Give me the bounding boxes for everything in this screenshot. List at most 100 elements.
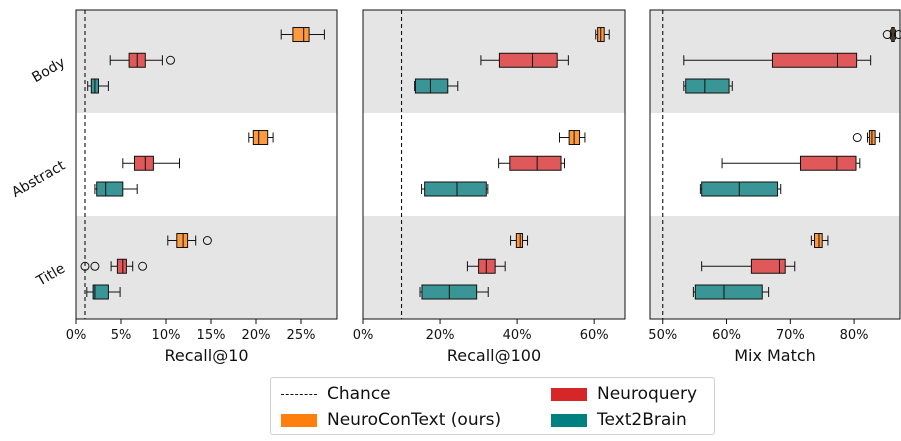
legend-swatch-chance bbox=[281, 393, 317, 395]
box-neurocontext-title bbox=[510, 233, 529, 249]
box-neurocontext-abstract bbox=[248, 130, 274, 146]
y-tick-label: Abstract bbox=[9, 157, 68, 200]
category-band bbox=[363, 113, 625, 216]
iqr-box bbox=[414, 78, 449, 94]
x-tick-label: 80% bbox=[840, 328, 869, 343]
iqr-box bbox=[252, 130, 269, 146]
box-neurocontext-body bbox=[882, 27, 901, 43]
box-neuroquery-abstract bbox=[498, 155, 566, 171]
category-band bbox=[76, 216, 337, 319]
x-tick-label: 40% bbox=[503, 328, 532, 343]
iqr-box bbox=[750, 258, 786, 274]
category-band bbox=[76, 113, 337, 216]
outlier-point bbox=[166, 55, 175, 65]
iqr-box bbox=[134, 155, 154, 171]
iqr-box bbox=[800, 155, 857, 171]
box-text2brain-title bbox=[692, 284, 770, 300]
panel-frame bbox=[362, 9, 626, 320]
x-axis-label: Mix Match bbox=[734, 346, 816, 365]
box-neurocontext-title bbox=[810, 233, 829, 249]
x-tick-label: 0% bbox=[353, 328, 374, 343]
legend-item-chance: Chance bbox=[281, 384, 391, 404]
panel-frame bbox=[649, 9, 901, 320]
legend-item-neurocontext: NeuroConText (ours) bbox=[281, 410, 501, 430]
box-text2brain-title bbox=[419, 284, 489, 300]
x-tick-label: 15% bbox=[197, 328, 226, 343]
x-tick-label: 5% bbox=[111, 328, 132, 343]
panel-2: 0% 20% 40% 60% Recall@100 bbox=[353, 9, 626, 365]
legend-item-neuroquery: Neuroquery bbox=[551, 384, 697, 404]
x-axis-label: Recall@100 bbox=[447, 346, 541, 365]
box-neurocontext-title bbox=[167, 233, 212, 249]
x-tick-label: 25% bbox=[287, 328, 316, 343]
legend-label-neurocontext: NeuroConText (ours) bbox=[327, 410, 502, 430]
iqr-box bbox=[92, 284, 109, 300]
x-tick-label: 70% bbox=[776, 328, 805, 343]
legend-item-text2brain: Text2Brain bbox=[551, 410, 687, 430]
outlier-point bbox=[138, 261, 148, 271]
box-text2brain-body bbox=[87, 78, 109, 94]
box-text2brain-abstract bbox=[699, 181, 782, 197]
legend: Chance Neuroquery NeuroConText (ours) Te… bbox=[270, 377, 715, 435]
legend-label-neuroquery: Neuroquery bbox=[597, 384, 698, 404]
x-tick-label: 0% bbox=[66, 328, 87, 343]
x-tick-label: 60% bbox=[712, 328, 741, 343]
category-band bbox=[650, 113, 900, 216]
outlier-point bbox=[894, 30, 901, 40]
box-neuroquery-title bbox=[80, 258, 148, 274]
iqr-box bbox=[685, 78, 730, 94]
box-neurocontext-body bbox=[595, 27, 610, 43]
panel-3: 50% 60% 70% 80% Mix Match bbox=[648, 9, 901, 365]
iqr-box bbox=[814, 233, 823, 249]
iqr-box bbox=[515, 233, 524, 249]
iqr-box bbox=[509, 155, 562, 171]
box-neuroquery-body bbox=[480, 52, 569, 68]
box-text2brain-abstract bbox=[94, 181, 138, 197]
x-axis-label: Recall@10 bbox=[164, 346, 248, 365]
box-neurocontext-body bbox=[280, 27, 325, 43]
category-band bbox=[76, 10, 337, 113]
legend-label-chance: Chance bbox=[327, 384, 391, 404]
legend-swatch-neuroquery bbox=[551, 387, 587, 401]
iqr-box bbox=[424, 181, 487, 197]
outlier-point bbox=[202, 236, 212, 246]
panel-1: 0% 5% 10% 15% 20% 25% Recall@10 bbox=[66, 9, 338, 365]
box-neuroquery-body bbox=[683, 52, 872, 68]
x-tick-label: 50% bbox=[648, 328, 677, 343]
box-neuroquery-body bbox=[109, 52, 175, 68]
box-neuroquery-abstract bbox=[721, 155, 861, 171]
x-tick-label: 20% bbox=[426, 328, 455, 343]
x-tick-label: 10% bbox=[152, 328, 181, 343]
iqr-box bbox=[498, 52, 558, 68]
legend-swatch-text2brain bbox=[551, 413, 587, 427]
outlier-point bbox=[882, 30, 892, 40]
iqr-box bbox=[478, 258, 496, 274]
box-neuroquery-title bbox=[466, 258, 506, 274]
outlier-point bbox=[80, 261, 90, 271]
box-text2brain-body bbox=[683, 78, 733, 94]
box-neuroquery-title bbox=[701, 258, 796, 274]
panel-frame bbox=[75, 9, 338, 320]
iqr-box bbox=[116, 258, 127, 274]
box-text2brain-body bbox=[414, 78, 459, 94]
y-tick-label: Body bbox=[29, 55, 68, 87]
x-tick-label: 20% bbox=[242, 328, 271, 343]
legend-label-text2brain: Text2Brain bbox=[597, 410, 687, 430]
x-tick-label: 60% bbox=[580, 328, 609, 343]
outlier-point bbox=[852, 133, 862, 143]
iqr-box bbox=[694, 284, 763, 300]
iqr-box bbox=[292, 27, 310, 43]
outlier-point bbox=[90, 261, 100, 271]
legend-swatch-neurocontext bbox=[281, 413, 317, 427]
box-neurocontext-abstract bbox=[559, 130, 586, 146]
y-tick-label: Title bbox=[33, 261, 68, 290]
category-band bbox=[363, 10, 625, 113]
box-text2brain-abstract bbox=[421, 181, 489, 197]
iqr-box bbox=[771, 52, 858, 68]
box-neurocontext-abstract bbox=[852, 130, 881, 146]
box-text2brain-title bbox=[86, 284, 121, 300]
iqr-box bbox=[96, 181, 124, 197]
box-neuroquery-abstract bbox=[122, 155, 180, 171]
